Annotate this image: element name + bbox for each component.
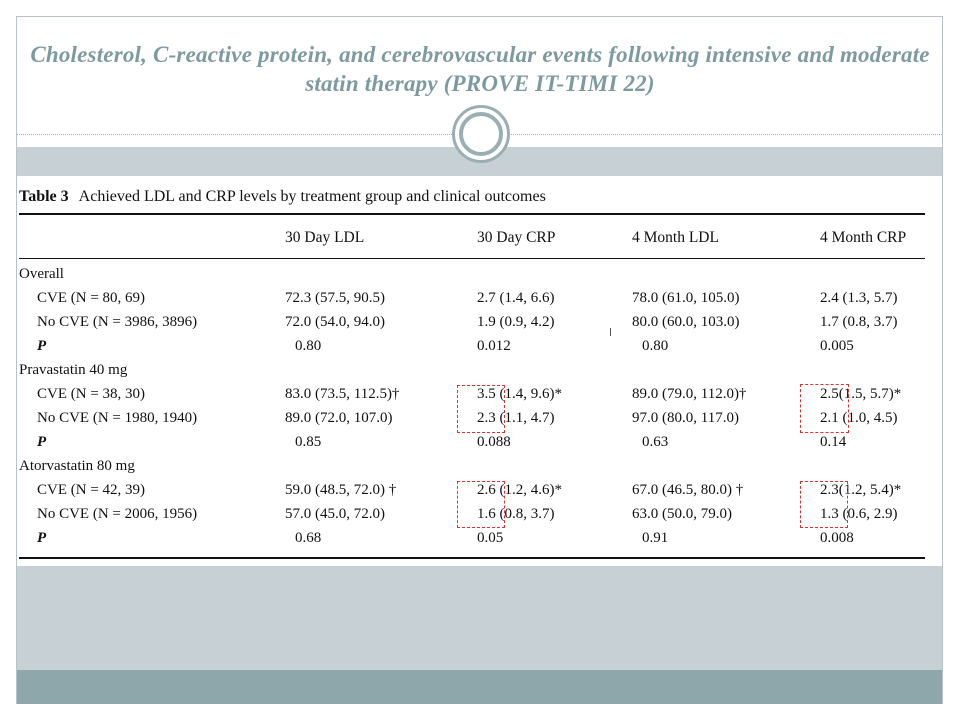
table-cell: 57.0 (45.0, 72.0): [285, 506, 385, 522]
table-cell: 89.0 (72.0, 107.0): [285, 410, 393, 426]
highlight-box: [800, 481, 848, 528]
table-cell: 78.0 (61.0, 105.0): [632, 290, 740, 306]
table-cell: 80.0 (60.0, 103.0): [632, 314, 740, 330]
slide-title: Cholesterol, C-reactive protein, and cer…: [30, 42, 930, 96]
table-cell: 2.4 (1.3, 5.7): [820, 290, 898, 306]
table-cell: 2.6 (1.2, 4.6)*: [477, 482, 562, 498]
table-cell: 89.0 (79.0, 112.0)†: [632, 386, 747, 402]
row-label: No CVE (N = 2006, 1956): [37, 506, 198, 522]
table-bottom-rule: [19, 557, 925, 559]
row-label: No CVE (N = 1980, 1940): [37, 410, 198, 426]
highlight-box: [800, 384, 849, 433]
table-cell: 0.008: [820, 530, 854, 546]
table-cell: 0.80: [295, 338, 322, 354]
table-cell: 0.85: [295, 434, 322, 450]
table-cell: 0.80: [642, 338, 669, 354]
column-header: 30 Day CRP: [477, 229, 556, 246]
table-cell: 0.14: [820, 434, 847, 450]
circle-ornament-inner: [459, 112, 503, 156]
table-cell: 2.7 (1.4, 6.6): [477, 290, 555, 306]
table-cell: 0.63: [642, 434, 669, 450]
table-cell: 2.3(1.2, 5.4)*: [820, 482, 902, 498]
table-cell: 63.0 (50.0, 79.0): [632, 506, 732, 522]
column-header: 4 Month CRP: [820, 229, 907, 246]
table-cell: 1.9 (0.9, 4.2): [477, 314, 555, 330]
column-header: 30 Day LDL: [285, 229, 365, 246]
table-cell: 83.0 (73.5, 112.5)†: [285, 386, 400, 402]
column-header: 4 Month LDL: [632, 229, 719, 246]
table-label: Table 3: [19, 188, 69, 205]
table-caption: Table 3 Achieved LDL and CRP levels by tr…: [19, 188, 546, 206]
table-top-rule: [19, 213, 925, 215]
footer-band: [17, 670, 942, 704]
table-cell: 0.088: [477, 434, 511, 450]
circle-ornament-icon: [452, 105, 510, 163]
table-cell: 72.3 (57.5, 90.5): [285, 290, 385, 306]
table-cell: 3.5 (1.4, 9.6)*: [477, 386, 562, 402]
row-label: P: [37, 338, 47, 354]
table-cell: 72.0 (54.0, 94.0): [285, 314, 385, 330]
row-label: CVE (N = 42, 39): [37, 482, 146, 498]
row-label: CVE (N = 80, 69): [37, 290, 146, 306]
table-cell: 1.3 (0.6, 2.9): [820, 506, 898, 522]
row-label: P: [37, 434, 47, 450]
highlight-box: [457, 385, 505, 433]
table-header-rule: [19, 258, 925, 259]
table-cell: 0.012: [477, 338, 511, 354]
row-label: P: [37, 530, 47, 546]
group-label: Overall: [19, 266, 64, 282]
table-cell: 1.6 (0.8, 3.7): [477, 506, 555, 522]
table-cell: 2.5(1.5, 5.7)*: [820, 386, 902, 402]
table-cell: 0.68: [295, 530, 322, 546]
row-label: No CVE (N = 3986, 3896): [37, 314, 198, 330]
table-image: [17, 176, 942, 566]
table-cell: 67.0 (46.5, 80.0) †: [632, 482, 744, 498]
table-cell: 0.005: [820, 338, 854, 354]
table-cell: 0.05: [477, 530, 504, 546]
row-label: CVE (N = 38, 30): [37, 386, 146, 402]
table-cell: 59.0 (48.5, 72.0) †: [285, 482, 397, 498]
table-cell: 1.7 (0.8, 3.7): [820, 314, 898, 330]
table-cell: 97.0 (80.0, 117.0): [632, 410, 739, 426]
scan-mark: [610, 328, 611, 336]
table-cell: 0.91: [642, 530, 669, 546]
highlight-box: [457, 481, 505, 528]
group-label: Pravastatin 40 mg: [19, 362, 128, 378]
table-caption-text: Achieved LDL and CRP levels by treatment…: [78, 188, 546, 205]
table-cell: 2.1 (1.0, 4.5): [820, 410, 898, 426]
group-label: Atorvastatin 80 mg: [19, 458, 135, 474]
table-cell: 2.3 (1.1, 4.7): [477, 410, 555, 426]
